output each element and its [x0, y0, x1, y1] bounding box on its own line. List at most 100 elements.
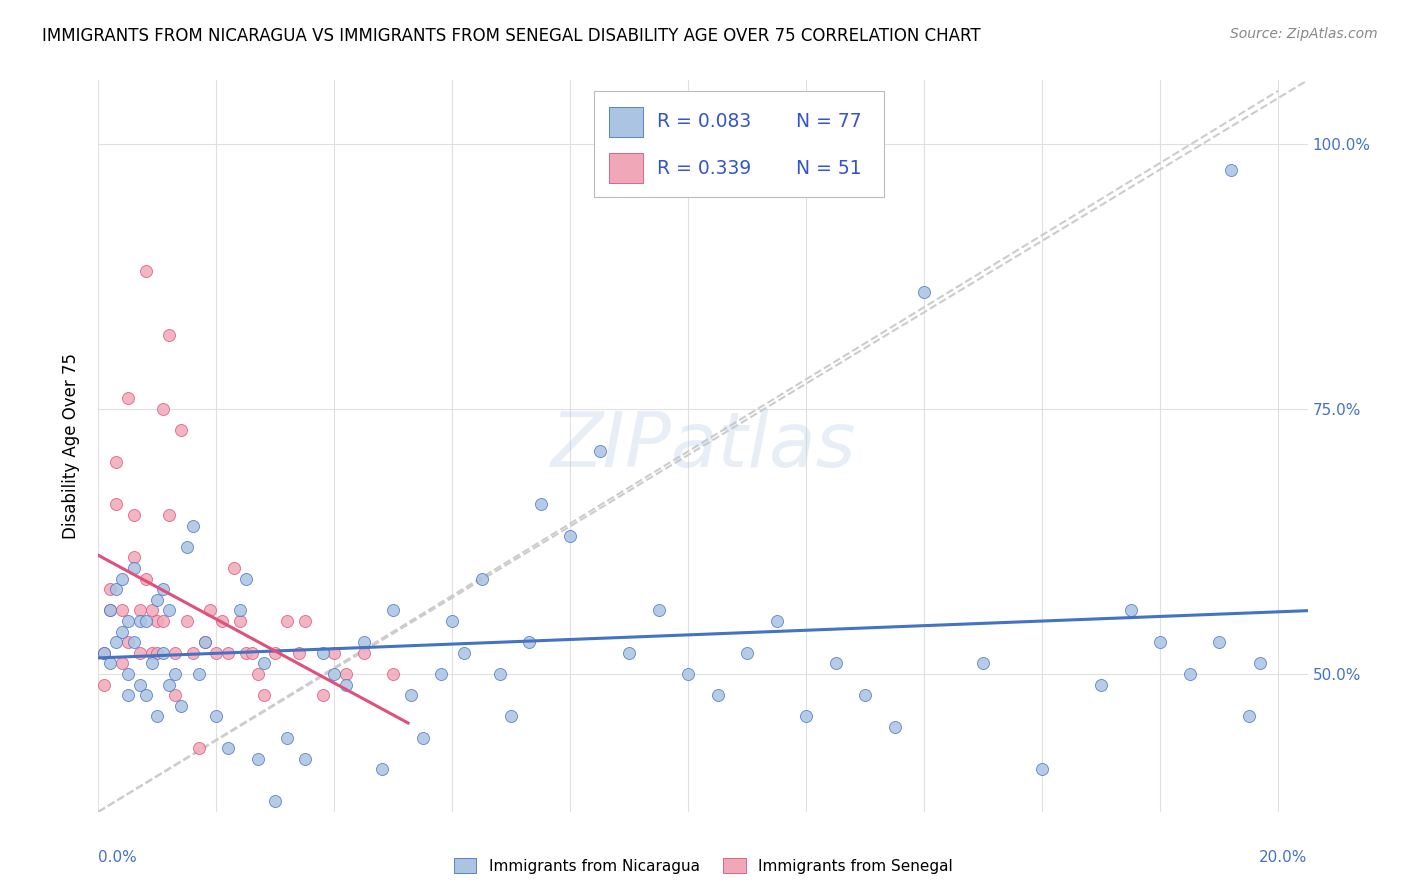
Point	[152, 614, 174, 628]
Point	[135, 264, 157, 278]
Point	[1249, 657, 1271, 671]
Point	[353, 635, 375, 649]
Point	[176, 540, 198, 554]
Point	[1178, 667, 1201, 681]
Point	[311, 646, 333, 660]
Point	[294, 752, 316, 766]
Point	[1149, 635, 1171, 649]
FancyBboxPatch shape	[609, 107, 643, 136]
Point	[117, 688, 139, 702]
Point	[211, 614, 233, 628]
Point	[912, 285, 935, 300]
Point	[1031, 762, 1053, 776]
Point	[276, 731, 298, 745]
Point	[111, 624, 134, 639]
Point	[235, 646, 257, 660]
Point	[217, 646, 239, 660]
Text: Source: ZipAtlas.com: Source: ZipAtlas.com	[1230, 27, 1378, 41]
Point	[246, 752, 269, 766]
Point	[205, 709, 228, 723]
Point	[117, 667, 139, 681]
Point	[93, 677, 115, 691]
Point	[98, 657, 121, 671]
Point	[157, 603, 180, 617]
Point	[157, 508, 180, 522]
Point	[135, 572, 157, 586]
Point	[382, 667, 405, 681]
Point	[429, 667, 451, 681]
Point	[488, 667, 510, 681]
Point	[111, 603, 134, 617]
Point	[165, 667, 187, 681]
Point	[187, 741, 209, 756]
Text: 0.0%: 0.0%	[98, 850, 138, 864]
Point	[205, 646, 228, 660]
Point	[517, 635, 540, 649]
Y-axis label: Disability Age Over 75: Disability Age Over 75	[62, 353, 80, 539]
Point	[335, 677, 357, 691]
Point	[323, 667, 346, 681]
Text: 20.0%: 20.0%	[1260, 850, 1308, 864]
Point	[122, 561, 145, 575]
Point	[735, 646, 758, 660]
Point	[706, 688, 728, 702]
Point	[453, 646, 475, 660]
Point	[105, 497, 128, 511]
Point	[229, 603, 252, 617]
FancyBboxPatch shape	[609, 153, 643, 183]
Point	[382, 603, 405, 617]
Point	[323, 646, 346, 660]
Point	[181, 518, 204, 533]
Point	[824, 657, 846, 671]
Point	[217, 741, 239, 756]
Point	[146, 646, 169, 660]
Point	[105, 455, 128, 469]
Point	[264, 646, 287, 660]
Point	[111, 572, 134, 586]
Point	[1237, 709, 1260, 723]
Text: N = 51: N = 51	[796, 159, 862, 178]
Point	[117, 614, 139, 628]
Point	[170, 698, 193, 713]
Point	[152, 646, 174, 660]
Point	[678, 667, 700, 681]
Point	[146, 592, 169, 607]
Point	[441, 614, 464, 628]
Point	[141, 603, 163, 617]
Point	[530, 497, 553, 511]
Text: R = 0.083: R = 0.083	[657, 112, 751, 131]
Point	[165, 646, 187, 660]
Point	[146, 614, 169, 628]
Point	[141, 657, 163, 671]
Point	[135, 688, 157, 702]
Legend: Immigrants from Nicaragua, Immigrants from Senegal: Immigrants from Nicaragua, Immigrants fr…	[447, 852, 959, 880]
Point	[98, 582, 121, 596]
Point	[288, 646, 311, 660]
Point	[335, 667, 357, 681]
Point	[146, 709, 169, 723]
Point	[122, 635, 145, 649]
Text: ZIPatlas: ZIPatlas	[550, 409, 856, 483]
Point	[93, 646, 115, 660]
Point	[1090, 677, 1112, 691]
Point	[111, 657, 134, 671]
Point	[105, 582, 128, 596]
Point	[1208, 635, 1230, 649]
Point	[1119, 603, 1142, 617]
Point	[412, 731, 434, 745]
Point	[157, 677, 180, 691]
Point	[276, 614, 298, 628]
Point	[765, 614, 787, 628]
Point	[194, 635, 217, 649]
Point	[246, 667, 269, 681]
Point	[353, 646, 375, 660]
Point	[1219, 163, 1241, 178]
Point	[152, 582, 174, 596]
Point	[264, 794, 287, 808]
Point	[157, 327, 180, 342]
Point	[93, 646, 115, 660]
Text: N = 77: N = 77	[796, 112, 862, 131]
Point	[98, 603, 121, 617]
Point	[252, 657, 274, 671]
Point	[128, 614, 150, 628]
